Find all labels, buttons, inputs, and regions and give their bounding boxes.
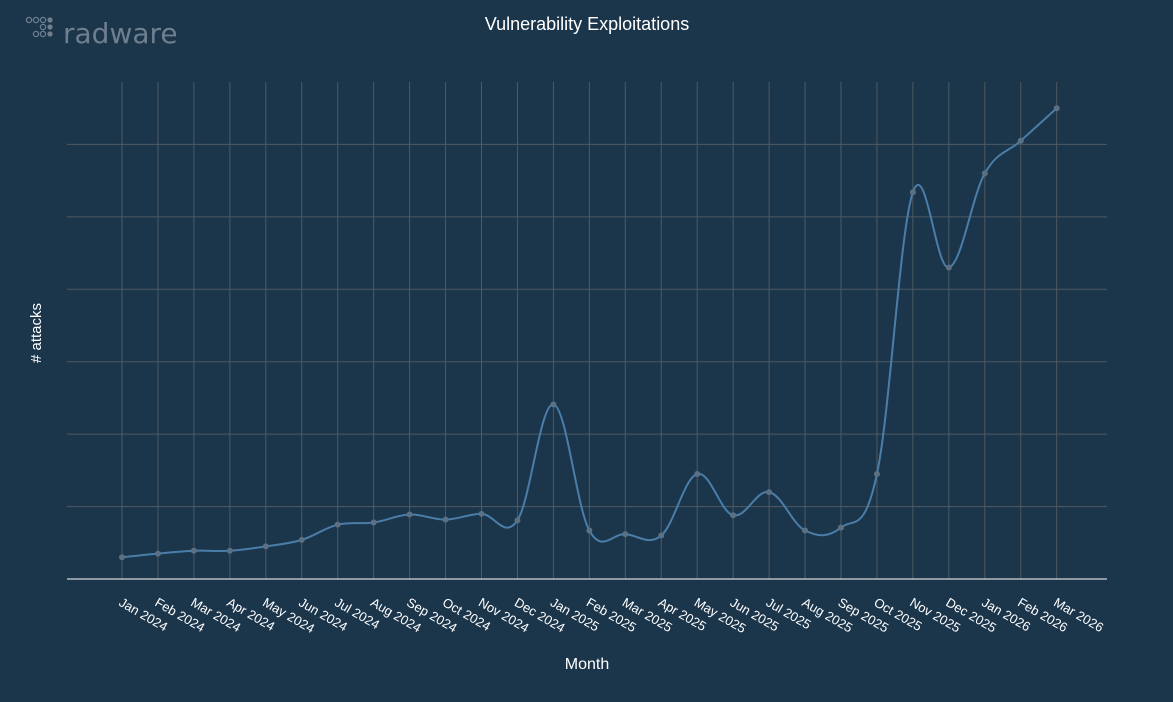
- data-point-jan-2026[interactable]: [981, 170, 988, 177]
- data-point-oct-2025[interactable]: [873, 470, 880, 477]
- y-axis-label: # attacks: [28, 303, 45, 363]
- data-point-feb-2025[interactable]: [586, 527, 593, 534]
- data-point-feb-2024[interactable]: [154, 550, 161, 557]
- data-point-jun-2025[interactable]: [730, 512, 737, 519]
- data-point-dec-2024[interactable]: [514, 517, 521, 524]
- data-point-may-2024[interactable]: [262, 543, 269, 550]
- horizontal-gridlines: [67, 143, 1107, 508]
- data-point-feb-2026[interactable]: [1017, 137, 1024, 144]
- data-points: [119, 105, 1060, 561]
- data-point-jan-2024[interactable]: [119, 554, 125, 561]
- data-point-jun-2024[interactable]: [298, 536, 305, 543]
- data-point-may-2025[interactable]: [694, 470, 701, 477]
- chart-title: Vulnerability Exploitations: [485, 14, 689, 34]
- x-axis-label: Month: [565, 656, 609, 673]
- data-point-apr-2025[interactable]: [658, 532, 665, 539]
- data-point-mar-2024[interactable]: [190, 547, 197, 554]
- data-point-mar-2025[interactable]: [622, 531, 629, 538]
- data-point-aug-2025[interactable]: [802, 527, 809, 534]
- data-point-apr-2024[interactable]: [226, 547, 233, 554]
- data-point-jan-2025[interactable]: [550, 401, 557, 408]
- data-point-mar-2026[interactable]: [1053, 105, 1060, 112]
- data-point-jul-2024[interactable]: [334, 521, 341, 528]
- radware-dots-logo-icon: [25, 16, 53, 38]
- vertical-gridlines: [121, 82, 1058, 579]
- data-point-jul-2025[interactable]: [766, 489, 773, 496]
- data-point-dec-2025[interactable]: [945, 264, 952, 271]
- data-point-nov-2025[interactable]: [909, 189, 916, 196]
- data-point-nov-2024[interactable]: [478, 510, 485, 517]
- brand-logo-text: radware: [63, 17, 178, 50]
- data-point-sep-2025[interactable]: [838, 524, 844, 531]
- data-point-oct-2024[interactable]: [442, 516, 449, 523]
- data-point-aug-2024[interactable]: [370, 519, 377, 526]
- data-point-sep-2024[interactable]: [406, 511, 413, 518]
